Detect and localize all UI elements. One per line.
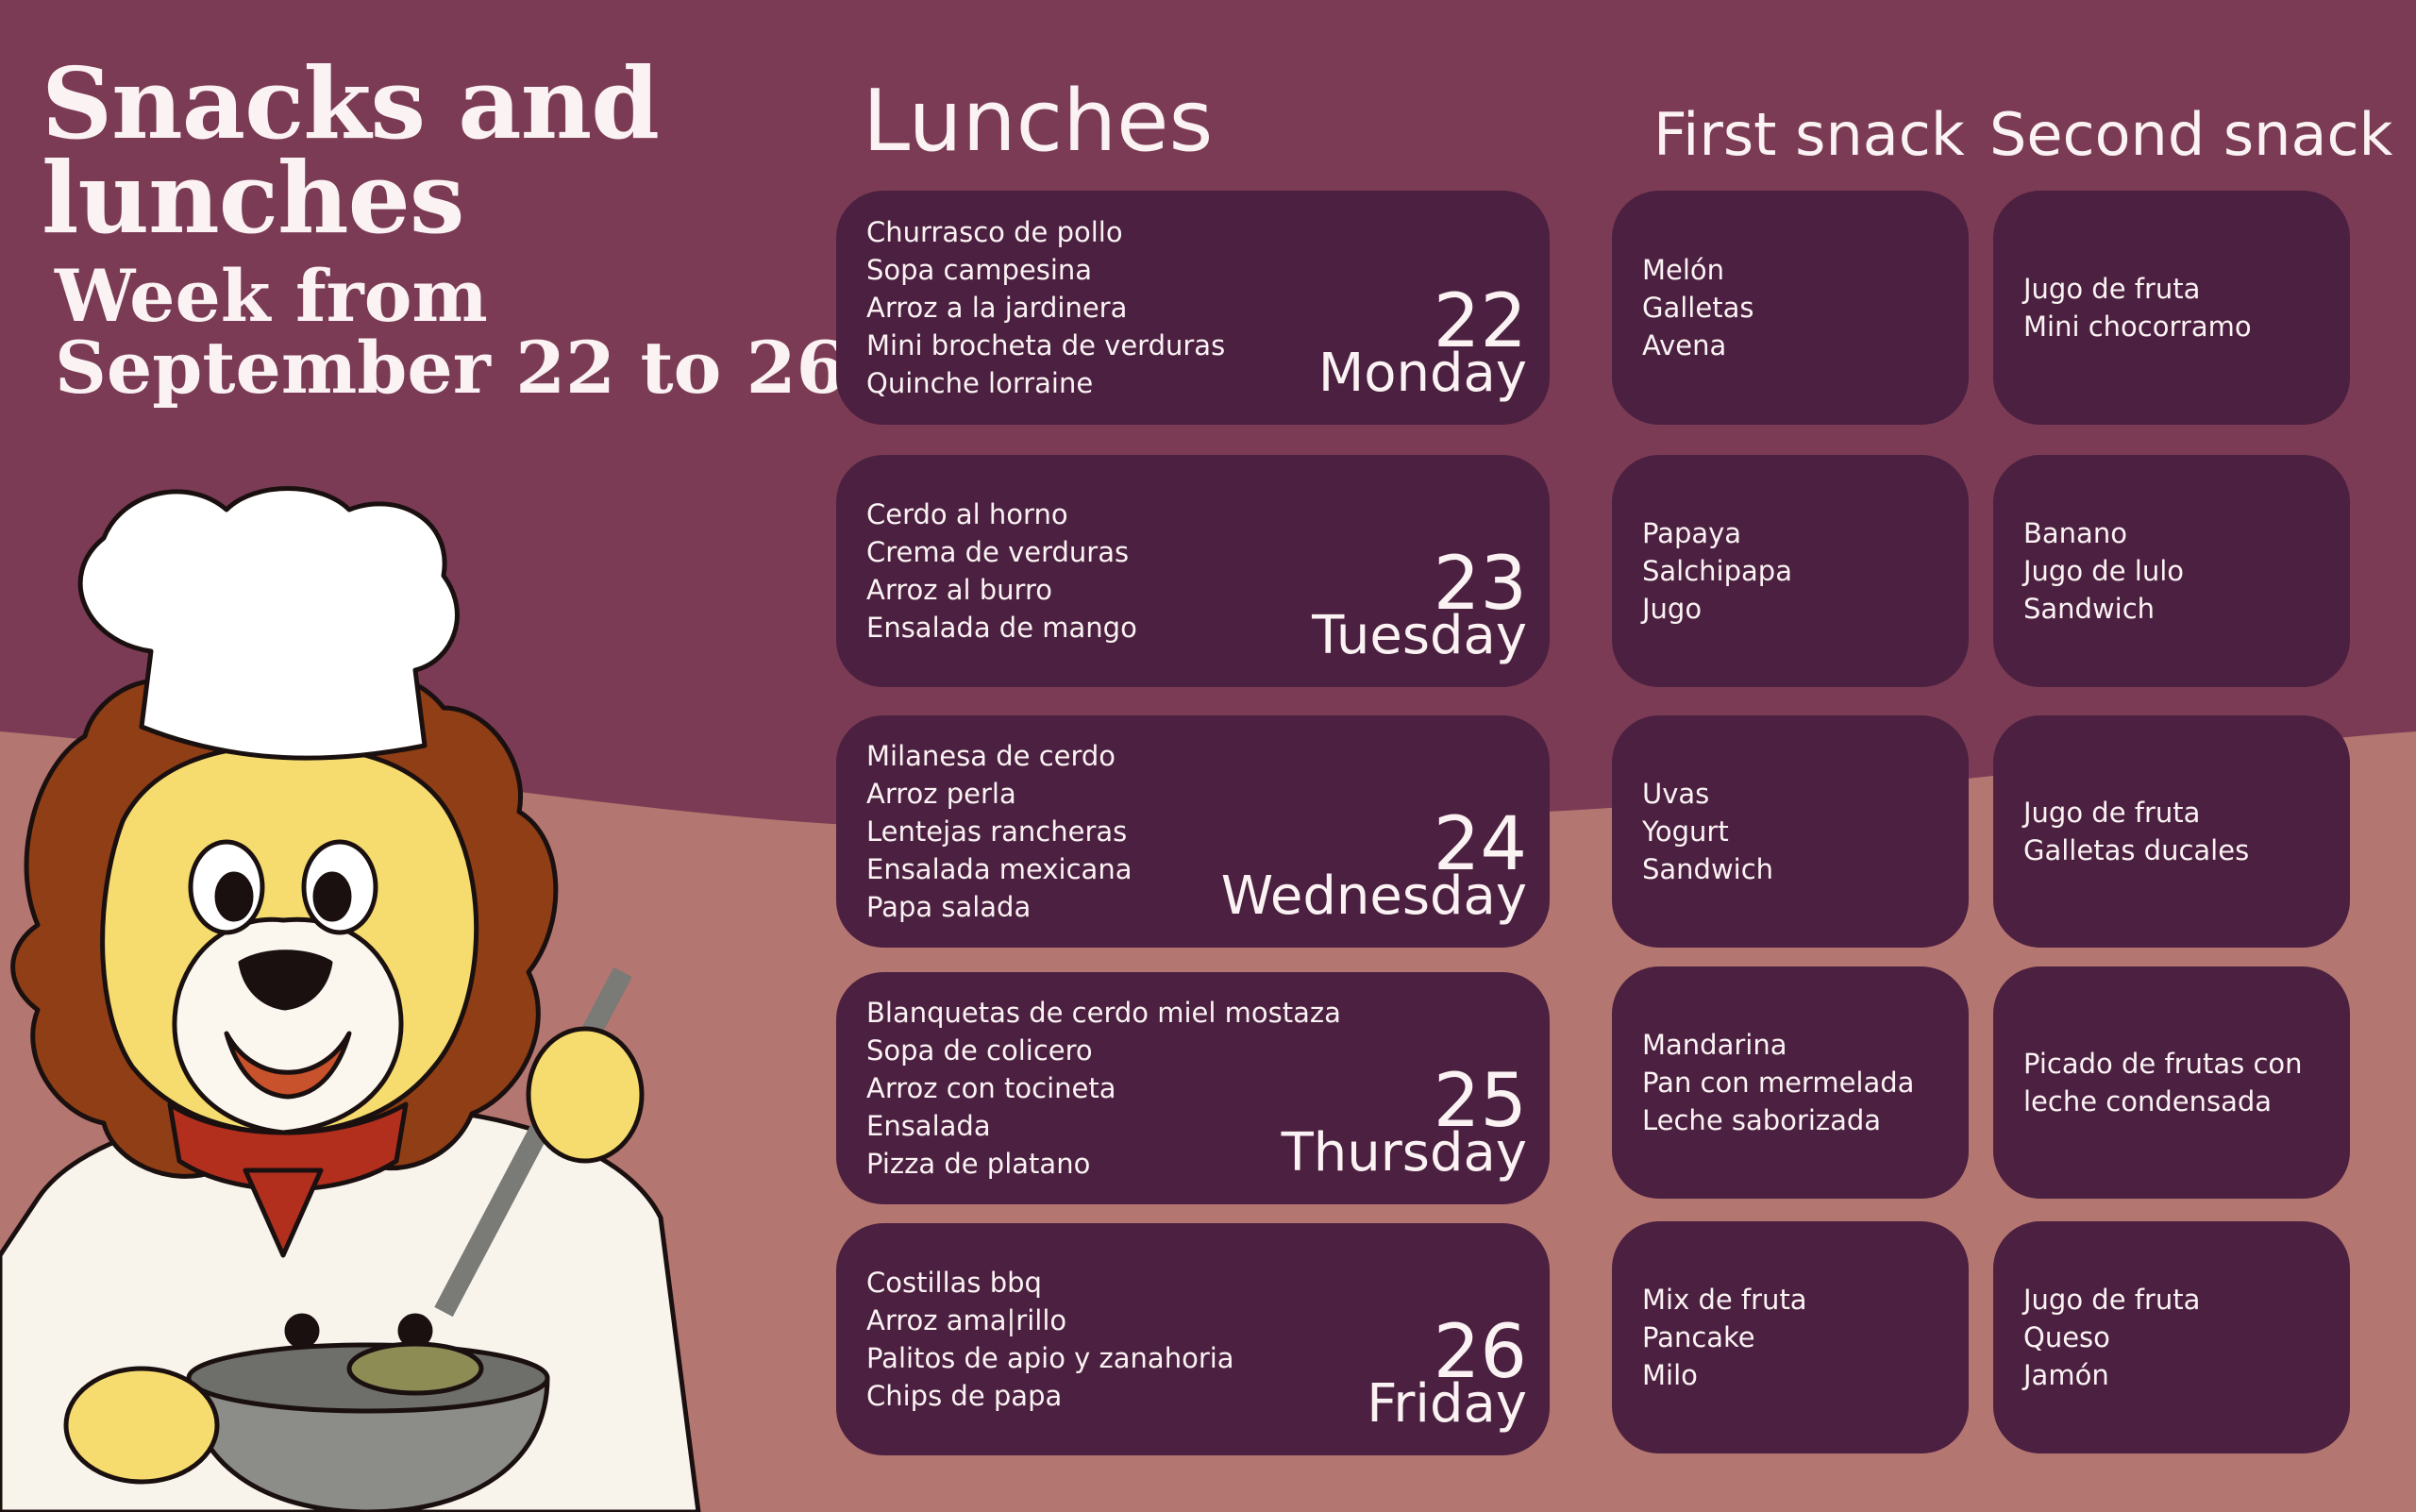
subtitle-line-2: September 22 to 26: [55, 326, 847, 410]
lunches-header: Lunches: [863, 72, 1214, 171]
snack-item: Mini chocorramo: [2023, 311, 2252, 343]
second-snack-card-tuesday: Banano Jugo de lulo Sandwich: [1993, 455, 2350, 687]
first-snack-card-monday: Melón Galletas Avena: [1612, 191, 1969, 425]
lunch-item: Churrasco de pollo: [866, 216, 1123, 248]
lunch-item: Palitos de apio y zanahoria: [866, 1342, 1234, 1374]
snack-item: Pan con mermelada: [1642, 1067, 1915, 1099]
snack-items: Mix de fruta Pancake Milo: [1642, 1221, 1950, 1453]
snack-items: Mandarina Pan con mermelada Leche sabori…: [1642, 966, 1950, 1199]
second-snack-card-thursday: Picado de frutas con leche condensada: [1993, 966, 2350, 1199]
lunch-items: Churrasco de pollo Sopa campesina Arroz …: [866, 191, 1531, 425]
snack-item: Melón: [1642, 254, 1725, 286]
day-number: 23: [1433, 542, 1527, 627]
lunch-item: Milanesa de cerdo: [866, 740, 1116, 772]
snack-item: Jugo de fruta: [2023, 1284, 2201, 1316]
first-snack-card-thursday: Mandarina Pan con mermelada Leche sabori…: [1612, 966, 1969, 1199]
snack-items: Papaya Salchipapa Jugo: [1642, 455, 1950, 687]
lunch-item: Blanquetas de cerdo miel mostaza: [866, 997, 1341, 1029]
first-snack-card-tuesday: Papaya Salchipapa Jugo: [1612, 455, 1969, 687]
lunch-item: Papa salada: [866, 891, 1032, 923]
lunch-item: Arroz ama|rillo: [866, 1304, 1067, 1336]
lunch-item: Crema de verduras: [866, 536, 1130, 568]
lunch-item: Ensalada mexicana: [866, 853, 1132, 885]
snack-item: Papaya: [1642, 517, 1742, 549]
snack-item: Yogurt: [1642, 815, 1729, 848]
lunch-items: Cerdo al horno Crema de verduras Arroz a…: [866, 455, 1531, 687]
snack-item: Galletas: [1642, 292, 1754, 324]
second-snack-card-monday: Jugo de fruta Mini chocorramo: [1993, 191, 2350, 425]
lunch-item: Mini brocheta de verduras: [866, 329, 1226, 361]
lunch-item: Ensalada de mango: [866, 612, 1137, 644]
second-snack-card-wednesday: Jugo de fruta Galletas ducales: [1993, 715, 2350, 948]
snack-item: Sandwich: [2023, 593, 2156, 625]
lunch-item: Arroz a la jardinera: [866, 292, 1128, 324]
snack-item: Jugo: [1642, 593, 1703, 625]
snack-item: Jugo de lulo: [2023, 555, 2185, 587]
snack-item: Milo: [1642, 1359, 1698, 1391]
day-name: Tuesday: [1312, 605, 1527, 666]
lunch-item: Pizza de platano: [866, 1148, 1091, 1180]
lunch-item: Costillas bbq: [866, 1267, 1042, 1299]
chef-lion-mascot-icon: [0, 486, 701, 1512]
snack-items: Banano Jugo de lulo Sandwich: [2023, 455, 2331, 687]
snack-items: Picado de frutas con leche condensada: [2023, 966, 2331, 1199]
snack-items: Jugo de fruta Galletas ducales: [2023, 715, 2331, 948]
snack-item: Picado de frutas con: [2023, 1048, 2303, 1080]
day-name: Monday: [1317, 343, 1527, 404]
lunch-item: Arroz al burro: [866, 574, 1052, 606]
lunch-card-friday: Costillas bbq Arroz ama|rillo Palitos de…: [836, 1223, 1550, 1455]
lunch-items: Milanesa de cerdo Arroz perla Lentejas r…: [866, 715, 1531, 948]
lunch-item: Sopa campesina: [866, 254, 1093, 286]
lunch-card-monday: Churrasco de pollo Sopa campesina Arroz …: [836, 191, 1550, 425]
snack-item: Leche saborizada: [1642, 1104, 1882, 1136]
day-name: Friday: [1367, 1373, 1527, 1435]
snack-item: Mandarina: [1642, 1029, 1787, 1061]
snack-item: leche condensada: [2023, 1085, 2273, 1117]
lunch-item: Arroz perla: [866, 778, 1016, 810]
lunch-item: Lentejas rancheras: [866, 815, 1128, 848]
lunch-card-wednesday: Milanesa de cerdo Arroz perla Lentejas r…: [836, 715, 1550, 948]
snack-items: Jugo de fruta Queso Jamón: [2023, 1221, 2331, 1453]
snack-item: Galletas ducales: [2023, 834, 2250, 866]
snack-item: Jugo de fruta: [2023, 797, 2201, 829]
snack-item: Banano: [2023, 517, 2127, 549]
day-number: 22: [1433, 279, 1527, 364]
lunch-item: Sopa de colicero: [866, 1034, 1093, 1067]
day-number: 24: [1433, 802, 1527, 887]
snack-items: Jugo de fruta Mini chocorramo: [2023, 191, 2331, 425]
second-snack-card-friday: Jugo de fruta Queso Jamón: [1993, 1221, 2350, 1453]
snack-item: Queso: [2023, 1321, 2110, 1353]
first-snack-card-friday: Mix de fruta Pancake Milo: [1612, 1221, 1969, 1453]
lunch-item: Cerdo al horno: [866, 498, 1068, 530]
lunch-card-tuesday: Cerdo al horno Crema de verduras Arroz a…: [836, 455, 1550, 687]
lunch-item: Quinche lorraine: [866, 367, 1094, 399]
snack-items: Melón Galletas Avena: [1642, 191, 1950, 425]
title-line-1: Snacks and: [42, 45, 660, 161]
subtitle-line-1: Week from: [55, 254, 488, 338]
snack-item: Pancake: [1642, 1321, 1755, 1353]
snack-item: Salchipapa: [1642, 555, 1792, 587]
snack-item: Avena: [1642, 329, 1727, 361]
day-name: Thursday: [1281, 1122, 1527, 1184]
day-name: Wednesday: [1220, 865, 1527, 927]
snack-item: Jamón: [2023, 1359, 2109, 1391]
lunch-item: Arroz con tocineta: [866, 1072, 1116, 1104]
second-snack-header: Second snack: [1989, 100, 2393, 169]
lunch-item: Chips de papa: [866, 1380, 1063, 1412]
lunch-card-thursday: Blanquetas de cerdo miel mostaza Sopa de…: [836, 972, 1550, 1204]
snack-item: Mix de fruta: [1642, 1284, 1807, 1316]
lunch-items: Blanquetas de cerdo miel mostaza Sopa de…: [866, 972, 1531, 1204]
lunch-items: Costillas bbq Arroz ama|rillo Palitos de…: [866, 1223, 1531, 1455]
snack-item: Sandwich: [1642, 853, 1774, 885]
first-snack-card-wednesday: Uvas Yogurt Sandwich: [1612, 715, 1969, 948]
snack-item: Uvas: [1642, 778, 1710, 810]
first-snack-header: First snack: [1653, 100, 1965, 169]
day-number: 26: [1433, 1310, 1527, 1395]
day-number: 25: [1433, 1059, 1527, 1144]
snack-item: Jugo de fruta: [2023, 273, 2201, 305]
lunch-item: Ensalada: [866, 1110, 991, 1142]
snack-items: Uvas Yogurt Sandwich: [1642, 715, 1950, 948]
title-line-2: lunches: [42, 140, 464, 256]
